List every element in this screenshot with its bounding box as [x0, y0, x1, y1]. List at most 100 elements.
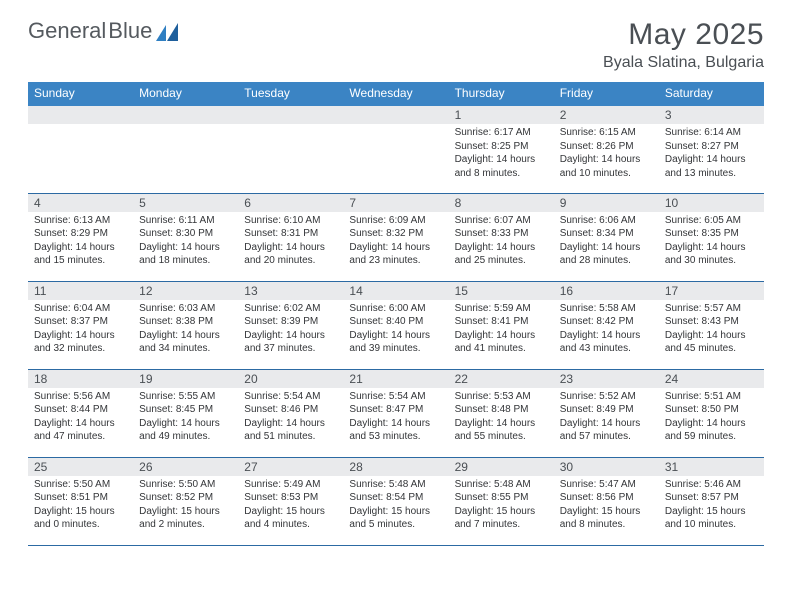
calendar-week-row: 1Sunrise: 6:17 AMSunset: 8:25 PMDaylight… [28, 105, 764, 193]
sunset-text: Sunset: 8:31 PM [244, 227, 337, 241]
weekday-header: Thursday [449, 82, 554, 105]
brand-word-1: General [28, 18, 106, 44]
day-body: Sunrise: 6:02 AMSunset: 8:39 PMDaylight:… [238, 300, 343, 360]
sunrise-text: Sunrise: 5:46 AM [665, 478, 758, 492]
sunrise-text: Sunrise: 5:51 AM [665, 390, 758, 404]
daylight-text: and 2 minutes. [139, 518, 232, 532]
sunset-text: Sunset: 8:46 PM [244, 403, 337, 417]
calendar-cell: 6Sunrise: 6:10 AMSunset: 8:31 PMDaylight… [238, 193, 343, 281]
daylight-text: Daylight: 15 hours [139, 505, 232, 519]
day-body: Sunrise: 6:04 AMSunset: 8:37 PMDaylight:… [28, 300, 133, 360]
sunset-text: Sunset: 8:29 PM [34, 227, 127, 241]
day-number: 13 [238, 282, 343, 300]
daylight-text: Daylight: 15 hours [34, 505, 127, 519]
day-number: 3 [659, 106, 764, 124]
day-number: 17 [659, 282, 764, 300]
daylight-text: Daylight: 14 hours [665, 153, 758, 167]
day-number: 1 [449, 106, 554, 124]
calendar-cell: 1Sunrise: 6:17 AMSunset: 8:25 PMDaylight… [449, 105, 554, 193]
calendar-cell: 2Sunrise: 6:15 AMSunset: 8:26 PMDaylight… [554, 105, 659, 193]
day-body: Sunrise: 6:10 AMSunset: 8:31 PMDaylight:… [238, 212, 343, 272]
day-body: Sunrise: 6:14 AMSunset: 8:27 PMDaylight:… [659, 124, 764, 184]
weekday-header-row: Sunday Monday Tuesday Wednesday Thursday… [28, 82, 764, 105]
weekday-header: Saturday [659, 82, 764, 105]
sunset-text: Sunset: 8:26 PM [560, 140, 653, 154]
page-subtitle: Byala Slatina, Bulgaria [603, 54, 764, 72]
day-number: 27 [238, 458, 343, 476]
sunset-text: Sunset: 8:45 PM [139, 403, 232, 417]
daylight-text: and 7 minutes. [455, 518, 548, 532]
daylight-text: and 28 minutes. [560, 254, 653, 268]
day-body: Sunrise: 6:05 AMSunset: 8:35 PMDaylight:… [659, 212, 764, 272]
calendar-cell: 23Sunrise: 5:52 AMSunset: 8:49 PMDayligh… [554, 369, 659, 457]
daylight-text: and 37 minutes. [244, 342, 337, 356]
day-number: 22 [449, 370, 554, 388]
day-number-empty [238, 106, 343, 124]
day-body: Sunrise: 6:07 AMSunset: 8:33 PMDaylight:… [449, 212, 554, 272]
sunset-text: Sunset: 8:33 PM [455, 227, 548, 241]
day-body: Sunrise: 6:06 AMSunset: 8:34 PMDaylight:… [554, 212, 659, 272]
day-body: Sunrise: 6:13 AMSunset: 8:29 PMDaylight:… [28, 212, 133, 272]
day-number: 5 [133, 194, 238, 212]
daylight-text: and 30 minutes. [665, 254, 758, 268]
daylight-text: Daylight: 14 hours [455, 417, 548, 431]
sunset-text: Sunset: 8:34 PM [560, 227, 653, 241]
day-body: Sunrise: 5:49 AMSunset: 8:53 PMDaylight:… [238, 476, 343, 536]
sunrise-text: Sunrise: 5:50 AM [34, 478, 127, 492]
daylight-text: and 13 minutes. [665, 167, 758, 181]
sunset-text: Sunset: 8:49 PM [560, 403, 653, 417]
sunrise-text: Sunrise: 5:52 AM [560, 390, 653, 404]
day-body: Sunrise: 5:54 AMSunset: 8:46 PMDaylight:… [238, 388, 343, 448]
daylight-text: and 53 minutes. [349, 430, 442, 444]
day-body: Sunrise: 5:55 AMSunset: 8:45 PMDaylight:… [133, 388, 238, 448]
day-number: 31 [659, 458, 764, 476]
day-body: Sunrise: 5:46 AMSunset: 8:57 PMDaylight:… [659, 476, 764, 536]
sunrise-text: Sunrise: 6:10 AM [244, 214, 337, 228]
sunset-text: Sunset: 8:42 PM [560, 315, 653, 329]
calendar-cell: 4Sunrise: 6:13 AMSunset: 8:29 PMDaylight… [28, 193, 133, 281]
daylight-text: Daylight: 14 hours [665, 241, 758, 255]
calendar-cell: 22Sunrise: 5:53 AMSunset: 8:48 PMDayligh… [449, 369, 554, 457]
sunset-text: Sunset: 8:57 PM [665, 491, 758, 505]
day-body: Sunrise: 5:48 AMSunset: 8:55 PMDaylight:… [449, 476, 554, 536]
calendar-cell [238, 105, 343, 193]
sunrise-text: Sunrise: 5:50 AM [139, 478, 232, 492]
calendar-cell: 20Sunrise: 5:54 AMSunset: 8:46 PMDayligh… [238, 369, 343, 457]
day-body-empty [238, 124, 343, 184]
daylight-text: Daylight: 14 hours [34, 241, 127, 255]
day-body: Sunrise: 5:53 AMSunset: 8:48 PMDaylight:… [449, 388, 554, 448]
calendar-page: General Blue May 2025 Byala Slatina, Bul… [0, 0, 792, 556]
weekday-header: Monday [133, 82, 238, 105]
daylight-text: Daylight: 14 hours [34, 417, 127, 431]
sunrise-text: Sunrise: 5:53 AM [455, 390, 548, 404]
day-number: 4 [28, 194, 133, 212]
daylight-text: and 5 minutes. [349, 518, 442, 532]
sunset-text: Sunset: 8:37 PM [34, 315, 127, 329]
daylight-text: Daylight: 14 hours [349, 241, 442, 255]
day-body: Sunrise: 5:59 AMSunset: 8:41 PMDaylight:… [449, 300, 554, 360]
calendar-cell: 30Sunrise: 5:47 AMSunset: 8:56 PMDayligh… [554, 457, 659, 545]
sunrise-text: Sunrise: 5:48 AM [349, 478, 442, 492]
day-body-empty [28, 124, 133, 184]
day-body: Sunrise: 5:50 AMSunset: 8:51 PMDaylight:… [28, 476, 133, 536]
sunrise-text: Sunrise: 6:14 AM [665, 126, 758, 140]
sunrise-text: Sunrise: 6:06 AM [560, 214, 653, 228]
brand-logo: General Blue [28, 18, 182, 44]
sunrise-text: Sunrise: 6:03 AM [139, 302, 232, 316]
day-body: Sunrise: 5:50 AMSunset: 8:52 PMDaylight:… [133, 476, 238, 536]
daylight-text: and 23 minutes. [349, 254, 442, 268]
daylight-text: and 8 minutes. [560, 518, 653, 532]
daylight-text: and 10 minutes. [665, 518, 758, 532]
calendar-cell: 9Sunrise: 6:06 AMSunset: 8:34 PMDaylight… [554, 193, 659, 281]
daylight-text: Daylight: 15 hours [455, 505, 548, 519]
sunset-text: Sunset: 8:47 PM [349, 403, 442, 417]
calendar-cell: 8Sunrise: 6:07 AMSunset: 8:33 PMDaylight… [449, 193, 554, 281]
daylight-text: and 45 minutes. [665, 342, 758, 356]
day-number: 14 [343, 282, 448, 300]
day-number: 6 [238, 194, 343, 212]
sunset-text: Sunset: 8:53 PM [244, 491, 337, 505]
daylight-text: and 57 minutes. [560, 430, 653, 444]
day-body: Sunrise: 6:11 AMSunset: 8:30 PMDaylight:… [133, 212, 238, 272]
calendar-cell: 11Sunrise: 6:04 AMSunset: 8:37 PMDayligh… [28, 281, 133, 369]
daylight-text: Daylight: 15 hours [349, 505, 442, 519]
